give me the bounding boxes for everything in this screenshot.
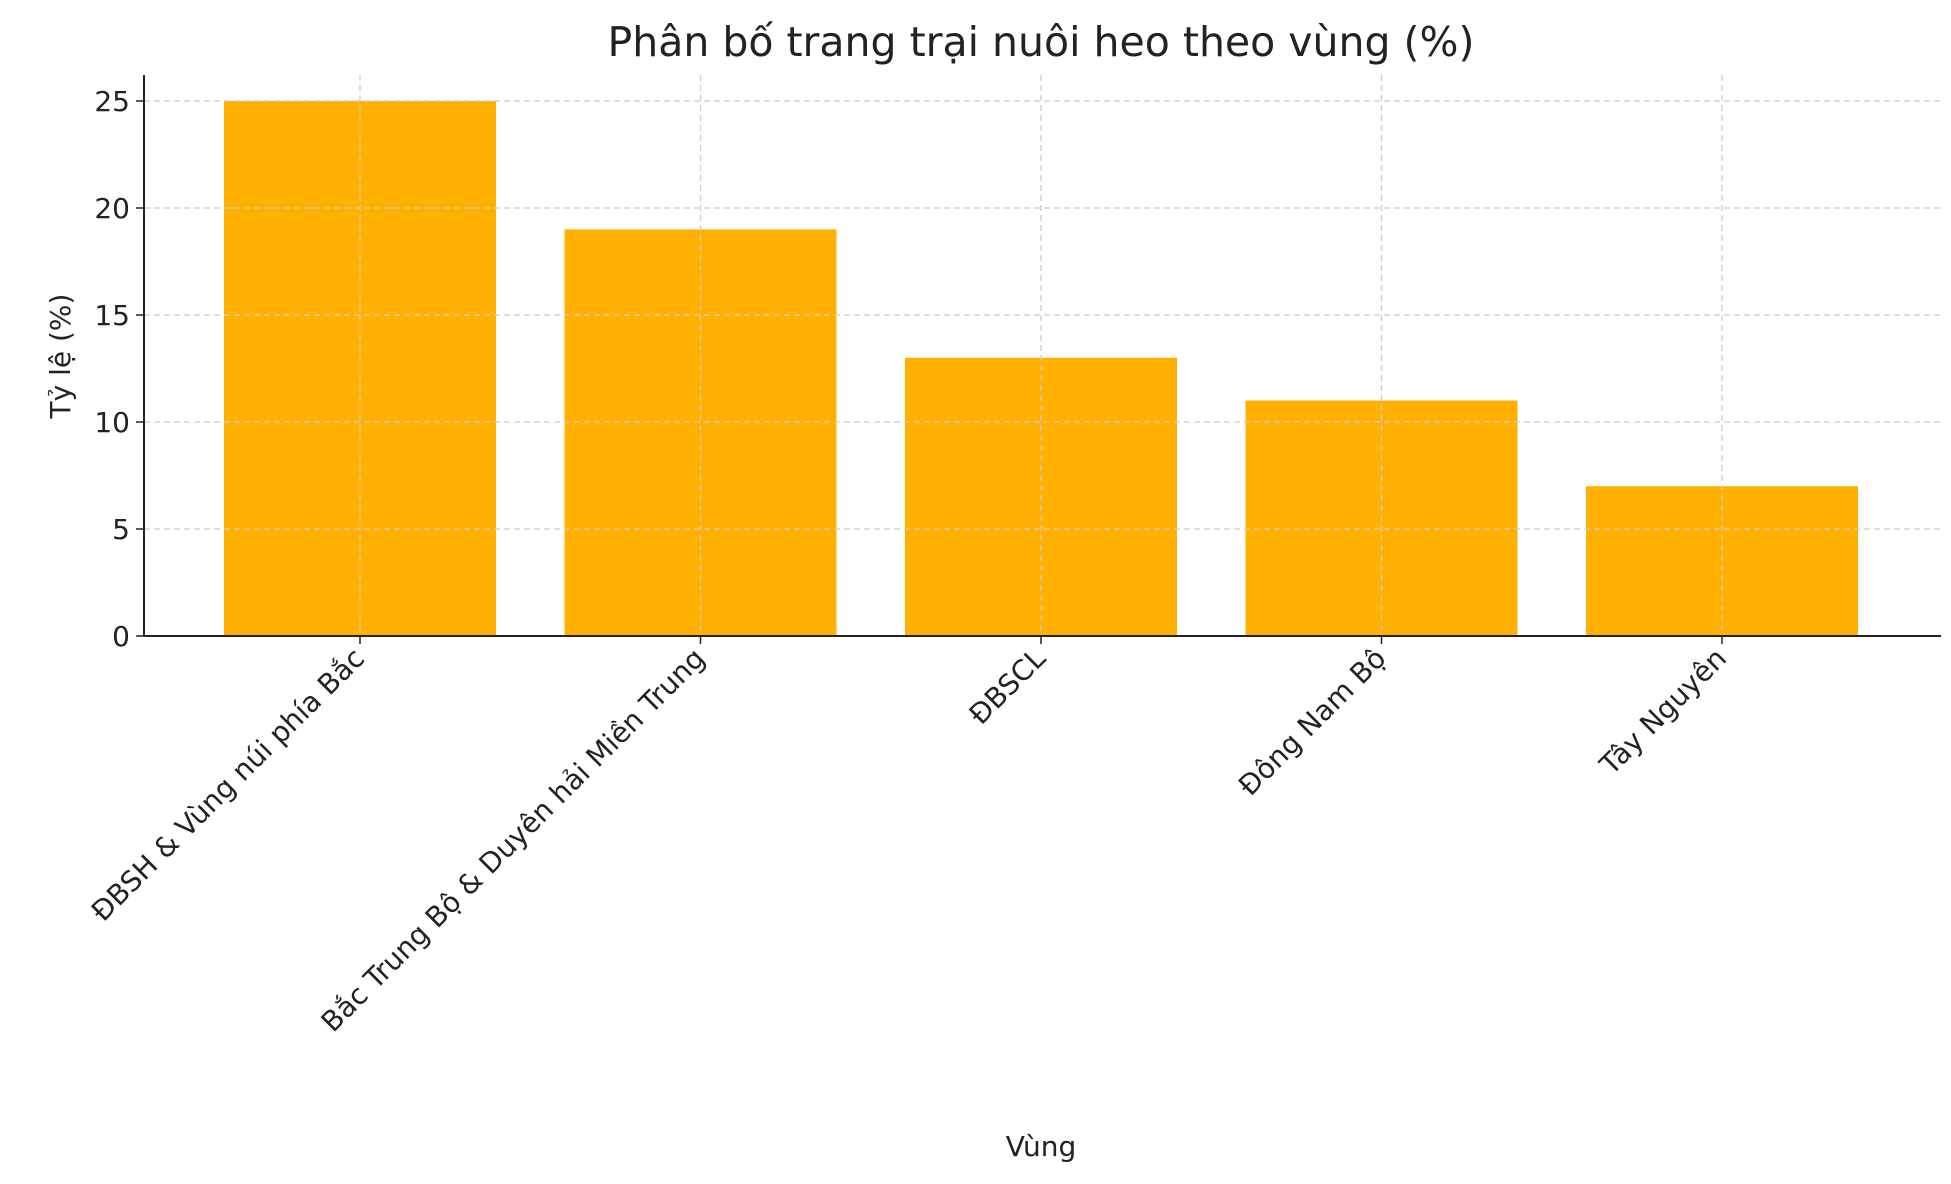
bar <box>1586 486 1858 636</box>
y-ticks: 0 5 10 15 20 25 <box>94 85 144 653</box>
chart-title: Phân bố trang trại nuôi heo theo vùng (%… <box>607 18 1474 66</box>
x-tick-label: Đông Nam Bộ <box>1232 642 1392 802</box>
y-tick-label: 25 <box>94 85 130 118</box>
x-tick-label: Tây Nguyên <box>1593 642 1733 782</box>
x-tick-label: Bắc Trung Bộ & Duyên hải Miền Trung <box>315 642 712 1039</box>
x-axis-label: Vùng <box>1006 1130 1077 1163</box>
x-tick-label: ĐBSH & Vùng núi phía Bắc <box>85 642 371 928</box>
y-tick-label: 10 <box>94 406 130 439</box>
y-tick-label: 0 <box>112 620 130 653</box>
grid <box>144 75 1941 637</box>
x-tick-label: ĐBSCL <box>963 641 1053 731</box>
y-tick-label: 20 <box>94 192 130 225</box>
y-axis-label: Tỷ lệ (%) <box>44 294 77 420</box>
y-tick-label: 15 <box>94 299 130 332</box>
y-tick-label: 5 <box>112 513 130 546</box>
